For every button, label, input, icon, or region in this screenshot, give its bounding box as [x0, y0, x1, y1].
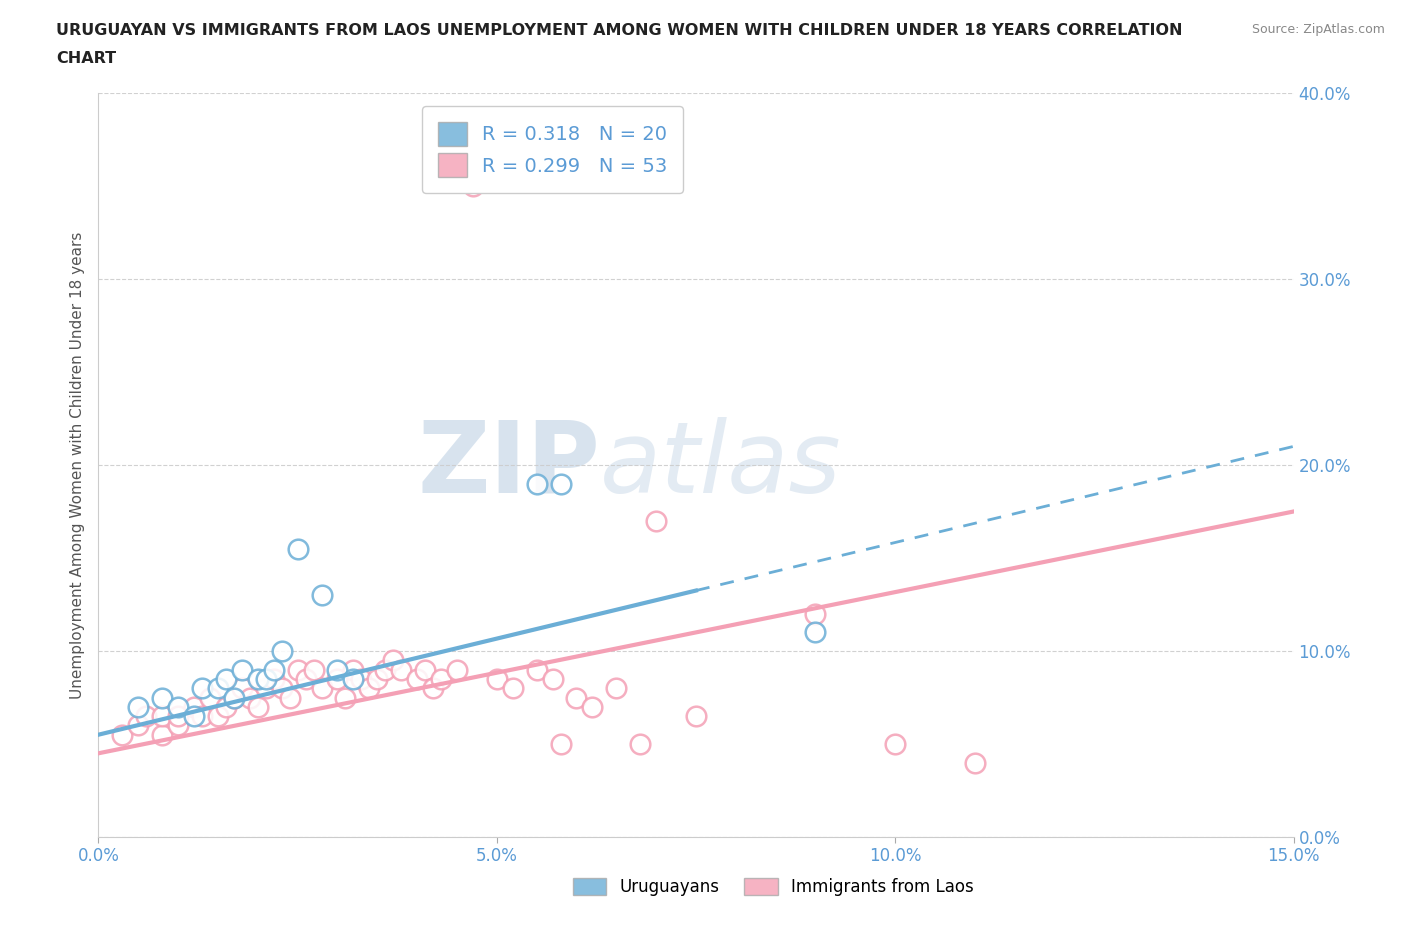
- Point: [685, 709, 707, 724]
- Point: [239, 690, 262, 705]
- Point: [581, 699, 603, 714]
- Point: [191, 709, 214, 724]
- Point: [526, 476, 548, 491]
- Text: atlas: atlas: [600, 417, 842, 513]
- Point: [127, 699, 149, 714]
- Text: Source: ZipAtlas.com: Source: ZipAtlas.com: [1251, 23, 1385, 36]
- Point: [359, 681, 381, 696]
- Point: [270, 681, 292, 696]
- Point: [231, 662, 253, 677]
- Point: [183, 699, 205, 714]
- Point: [413, 662, 436, 677]
- Point: [311, 681, 333, 696]
- Point: [565, 690, 588, 705]
- Point: [382, 653, 405, 668]
- Point: [884, 737, 907, 751]
- Point: [430, 671, 453, 686]
- Point: [335, 690, 357, 705]
- Point: [446, 662, 468, 677]
- Point: [215, 699, 238, 714]
- Point: [605, 681, 627, 696]
- Point: [207, 709, 229, 724]
- Point: [111, 727, 134, 742]
- Point: [311, 588, 333, 603]
- Point: [461, 179, 484, 193]
- Point: [198, 690, 221, 705]
- Point: [550, 737, 572, 751]
- Point: [302, 662, 325, 677]
- Point: [326, 671, 349, 686]
- Point: [278, 690, 301, 705]
- Point: [804, 625, 827, 640]
- Point: [526, 662, 548, 677]
- Text: URUGUAYAN VS IMMIGRANTS FROM LAOS UNEMPLOYMENT AMONG WOMEN WITH CHILDREN UNDER 1: URUGUAYAN VS IMMIGRANTS FROM LAOS UNEMPL…: [56, 23, 1182, 38]
- Point: [215, 671, 238, 686]
- Point: [150, 709, 173, 724]
- Point: [366, 671, 388, 686]
- Point: [167, 718, 190, 733]
- Point: [231, 681, 253, 696]
- Point: [246, 699, 269, 714]
- Point: [287, 662, 309, 677]
- Point: [127, 718, 149, 733]
- Point: [222, 690, 245, 705]
- Point: [342, 671, 364, 686]
- Point: [150, 727, 173, 742]
- Point: [374, 662, 396, 677]
- Point: [183, 709, 205, 724]
- Text: ZIP: ZIP: [418, 417, 600, 513]
- Point: [263, 671, 285, 686]
- Point: [406, 671, 429, 686]
- Point: [541, 671, 564, 686]
- Point: [294, 671, 316, 686]
- Point: [207, 681, 229, 696]
- Point: [222, 690, 245, 705]
- Point: [270, 644, 292, 658]
- Point: [254, 681, 277, 696]
- Point: [254, 671, 277, 686]
- Legend: R = 0.318   N = 20, R = 0.299   N = 53: R = 0.318 N = 20, R = 0.299 N = 53: [422, 106, 683, 193]
- Point: [263, 662, 285, 677]
- Point: [167, 709, 190, 724]
- Point: [628, 737, 651, 751]
- Point: [135, 709, 157, 724]
- Point: [550, 476, 572, 491]
- Point: [422, 681, 444, 696]
- Text: CHART: CHART: [56, 51, 117, 66]
- Point: [804, 606, 827, 621]
- Point: [389, 662, 412, 677]
- Legend: Uruguayans, Immigrants from Laos: Uruguayans, Immigrants from Laos: [567, 871, 980, 903]
- Point: [502, 681, 524, 696]
- Point: [963, 755, 986, 770]
- Point: [191, 681, 214, 696]
- Point: [246, 671, 269, 686]
- Point: [326, 662, 349, 677]
- Point: [287, 541, 309, 556]
- Point: [150, 690, 173, 705]
- Y-axis label: Unemployment Among Women with Children Under 18 years: Unemployment Among Women with Children U…: [69, 232, 84, 698]
- Point: [350, 671, 373, 686]
- Point: [342, 662, 364, 677]
- Point: [167, 699, 190, 714]
- Point: [485, 671, 508, 686]
- Point: [645, 513, 668, 528]
